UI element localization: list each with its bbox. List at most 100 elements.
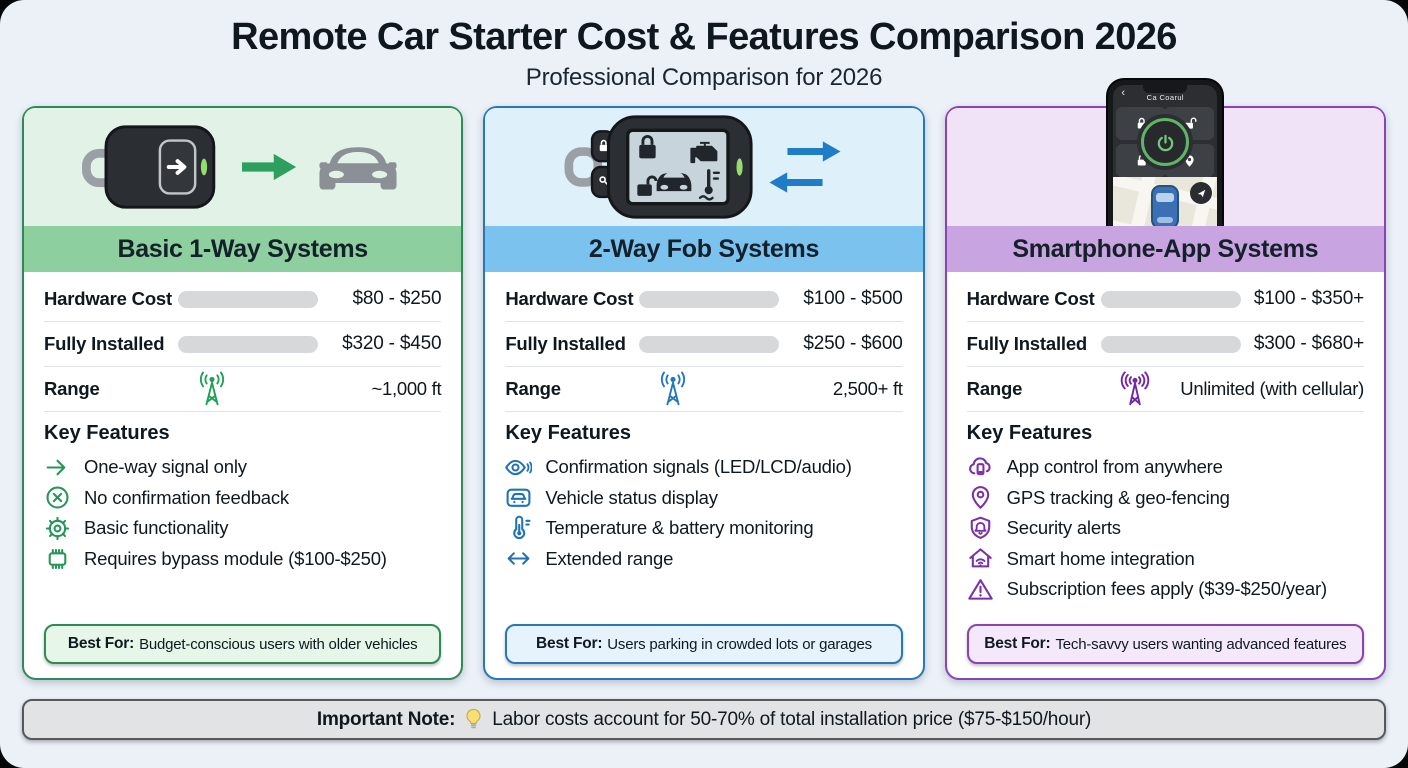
card-title: Basic 1-Way Systems [117,234,368,263]
important-note-bar: Important Note: Labor costs account for … [22,699,1386,740]
car-status-icon [505,484,532,511]
note-text: Labor costs account for 50-70% of total … [492,708,1092,730]
fully-installed-bar [1100,335,1241,353]
one-way-fob-illustration-area [24,108,462,226]
range-row: Range ~1,000 ft [44,367,442,411]
phone-control-grid [1113,105,1217,177]
feature-list: App control from anywhere GPS tracking &… [967,452,1364,605]
hardware-cost-label: Hardware Cost [44,288,172,309]
feature-item: One-way signal only [44,452,441,483]
x-circle-icon [44,484,71,511]
phone-map [1113,177,1218,226]
divider [966,366,1364,367]
note-label: Important Note: [316,708,456,730]
feature-text: Security alerts [1006,517,1121,539]
feature-item: Basic functionality [44,513,441,544]
feature-text: Vehicle status display [545,486,718,508]
phone-screen: ‹ Ca Coarul [1113,85,1218,226]
card-title: 2-Way Fob Systems [588,234,820,263]
hardware-cost-row: Hardware Cost $100 - $500 [505,277,903,321]
antenna-3-waves-icon [1113,369,1157,409]
hardware-cost-value: $80 - $250 [352,288,442,309]
fully-installed-value: $250 - $600 [803,333,903,354]
card-body: Hardware Cost $100 - $350+ Fully Install… [947,272,1384,678]
gear-icon [44,515,71,542]
feature-text: Confirmation signals (LED/LCD/audio) [545,456,852,478]
range-value: ~1,000 ft [371,378,442,399]
feature-text: Subscription fees apply ($39-$250/year) [1006,578,1327,600]
lightbulb-icon [464,708,483,732]
feature-item: Smart home integration [967,544,1364,575]
two-way-fob-illustration-area [485,108,923,226]
feature-text: GPS tracking & geo-fencing [1006,486,1230,508]
feature-item: Temperature & battery monitoring [505,513,902,544]
car-icon [319,147,397,190]
feature-item: Subscription fees apply ($39-$250/year) [967,574,1364,605]
range-value: 2,500+ ft [832,378,903,399]
remote-start-power-icon [1141,118,1190,166]
range-label: Range [505,378,561,399]
page-subtitle: Professional Comparison for 2026 [525,64,883,91]
feature-text: Temperature & battery monitoring [545,517,814,539]
map-navigation-icon [1190,182,1213,204]
arrow-right-icon [44,454,71,481]
range-label: Range [966,378,1023,399]
phone-notch [1143,85,1188,93]
signal-arrow-icon [241,153,296,181]
card-basic-1-way: Basic 1-Way Systems Hardware Cost $80 - … [22,106,464,680]
feature-list: Confirmation signals (LED/LCD/audio) Veh… [505,452,902,574]
feature-text: App control from anywhere [1006,456,1223,478]
divider [505,366,903,367]
divider [966,411,1364,412]
hardware-cost-row: Hardware Cost $100 - $350+ [966,277,1365,321]
feature-item: Extended range [505,544,902,575]
feature-item: No confirmation feedback [44,483,441,514]
fully-installed-bar [639,335,780,353]
feature-text: No confirmation feedback [84,486,289,508]
back-chevron-icon: ‹ [1121,87,1125,99]
divider [966,321,1364,322]
hardware-cost-label: Hardware Cost [966,288,1095,309]
comparison-cards: Basic 1-Way Systems Hardware Cost $80 - … [22,78,1386,680]
divider [44,366,442,367]
fully-installed-label: Fully Installed [966,333,1088,354]
range-value: Unlimited (with cellular) [1180,378,1364,399]
card-title: Smartphone-App Systems [1012,234,1319,263]
location-pin-icon [967,484,994,511]
phone-app-title: Ca Coarul [1146,92,1184,102]
best-for-box: Best For: Users parking in crowded lots … [505,624,903,664]
best-for-box: Best For: Tech-savvy users wanting advan… [966,624,1364,664]
best-for-label: Best For: [984,635,1051,652]
divider [44,411,442,412]
best-for-text: Users parking in crowded lots or garages [607,635,872,653]
chip-icon [44,545,71,572]
smartphone-app-illustration-area: ‹ Ca Coarul [946,78,1384,226]
two-way-arrows-icon [769,140,845,194]
cloud-phone-icon [967,454,994,481]
feature-text: Extended range [545,547,674,569]
best-for-text: Tech-savvy users wanting advanced featur… [1055,635,1347,653]
hardware-cost-value: $100 - $350+ [1253,288,1364,309]
smart-home-icon [967,545,994,572]
feature-item: Requires bypass module ($100-$250) [44,544,441,575]
thermometer-icon [505,515,532,542]
page-title: Remote Car Starter Cost & Features Compa… [231,16,1177,58]
fully-installed-value: $300 - $680+ [1253,333,1364,354]
key-features-heading: Key Features [44,422,170,444]
hardware-cost-bar [178,290,318,308]
warning-triangle-icon [967,576,994,603]
feature-item: Security alerts [967,513,1364,544]
hardware-cost-bar [639,290,780,308]
phone-app-header: ‹ Ca Coarul [1113,85,1217,105]
card-smartphone-app: ‹ Ca Coarul [944,78,1386,680]
hardware-cost-bar [1100,290,1241,308]
two-way-keyfob-icon [565,115,754,219]
best-for-box: Best For: Budget-conscious users with ol… [44,624,442,664]
fully-installed-label: Fully Installed [505,333,626,354]
feature-text: Basic functionality [84,517,229,539]
key-features-heading: Key Features [505,422,631,444]
key-features-heading: Key Features [966,422,1093,444]
smartphone-illustration: ‹ Ca Coarul [1103,78,1227,226]
hardware-cost-label: Hardware Cost [505,288,634,309]
